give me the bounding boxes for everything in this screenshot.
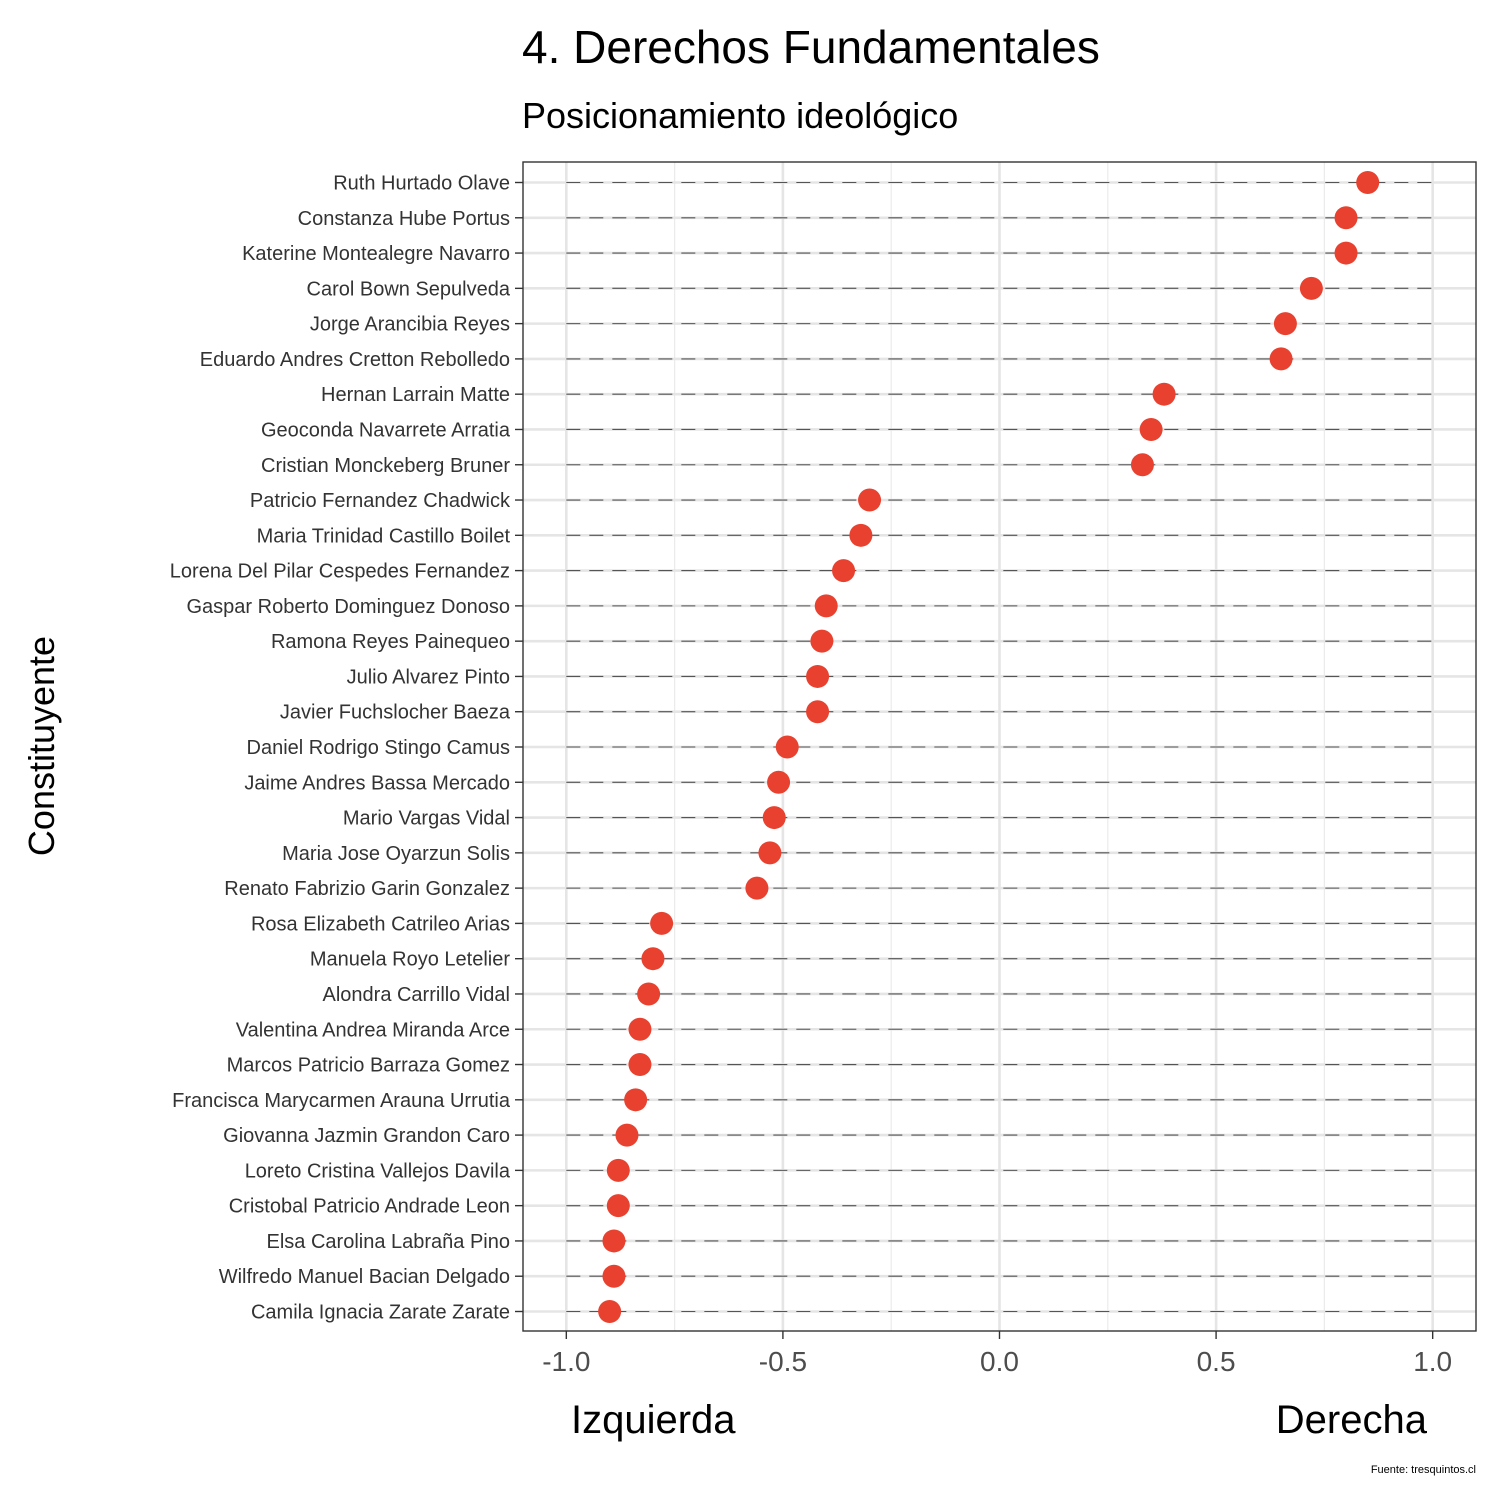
data-point	[758, 841, 782, 865]
source-caption: Fuente: tresquintos.cl	[1371, 1464, 1476, 1476]
data-point	[810, 629, 834, 653]
x-tick-label: 0.5	[1197, 1346, 1236, 1377]
data-point	[1334, 241, 1358, 265]
y-tick-label: Valentina Andrea Miranda Arce	[236, 1019, 510, 1041]
data-point	[858, 488, 882, 512]
y-tick-label: Marcos Patricio Barraza Gomez	[227, 1055, 510, 1077]
y-tick-label: Jorge Arancibia Reyes	[310, 314, 510, 336]
data-point	[628, 1017, 652, 1041]
data-point	[1273, 312, 1297, 336]
data-point	[1334, 206, 1358, 230]
y-tick-label: Jaime Andres Bassa Mercado	[244, 772, 510, 794]
x-tick-label: -1.0	[542, 1346, 590, 1377]
data-point	[624, 1088, 648, 1112]
y-tick-label: Katerine Montealegre Navarro	[242, 243, 510, 265]
y-tick-label: Ruth Hurtado Olave	[333, 173, 510, 195]
y-tick-label: Geoconda Navarrete Arratia	[261, 419, 511, 441]
y-tick-label: Loreto Cristina Vallejos Davila	[245, 1160, 511, 1182]
panel	[522, 161, 1477, 1332]
data-point	[775, 735, 799, 759]
data-point	[650, 911, 674, 935]
y-tick-label: Camila Ignacia Zarate Zarate	[251, 1302, 510, 1324]
y-tick-label: Carol Bown Sepulveda	[307, 278, 511, 300]
data-point	[606, 1194, 630, 1218]
data-point	[1152, 382, 1176, 406]
data-point	[814, 594, 838, 618]
x-tick-label: -0.5	[759, 1346, 807, 1377]
x-tick-label: 1.0	[1413, 1346, 1452, 1377]
y-tick-label: Hernan Larrain Matte	[321, 384, 510, 406]
chart-title: 4. Derechos Fundamentales	[522, 21, 1100, 73]
y-tick-label: Rosa Elizabeth Catrileo Arias	[251, 913, 510, 935]
x-axis: -1.0 -0.5 0.0 0.5 1.0	[542, 1331, 1452, 1377]
y-tick-label: Eduardo Andres Cretton Rebolledo	[200, 349, 510, 371]
y-tick-label: Cristian Monckeberg Bruner	[261, 455, 510, 477]
data-point	[806, 664, 830, 688]
y-tick-label: Elsa Carolina Labraña Pino	[267, 1231, 511, 1253]
x-label-right: Derecha	[1276, 1398, 1428, 1442]
y-tick-label: Francisca Marycarmen Arauna Urrutia	[172, 1090, 511, 1112]
y-tick-label: Mario Vargas Vidal	[343, 808, 510, 830]
data-point	[1299, 276, 1323, 300]
grid	[523, 162, 1476, 1331]
y-tick-label: Julio Alvarez Pinto	[347, 666, 510, 688]
data-point	[1269, 347, 1293, 371]
y-tick-label: Gaspar Roberto Dominguez Donoso	[186, 596, 510, 618]
data-point	[745, 876, 769, 900]
y-tick-label: Renato Fabrizio Garin Gonzalez	[224, 878, 510, 900]
y-tick-label: Ramona Reyes Painequeo	[271, 631, 510, 653]
data-point	[615, 1123, 639, 1147]
data-point	[602, 1229, 626, 1253]
data-point	[1139, 417, 1163, 441]
data-point	[598, 1300, 622, 1323]
data-point	[849, 523, 873, 547]
data-point	[762, 806, 786, 830]
x-label-left: Izquierda	[571, 1398, 736, 1442]
data-point	[641, 947, 665, 971]
data-points	[598, 171, 1380, 1323]
y-axis-title: Constituyente	[21, 636, 62, 856]
y-axis: Ruth Hurtado Olave Constanza Hube Portus K…	[170, 173, 523, 1324]
y-tick-label: Lorena Del Pilar Cespedes Fernandez	[170, 561, 510, 583]
y-tick-label: Wilfredo Manuel Bacian Delgado	[219, 1266, 510, 1288]
data-point	[637, 982, 661, 1006]
y-tick-label: Alondra Carrillo Vidal	[323, 984, 511, 1006]
y-tick-label: Cristobal Patricio Andrade Leon	[229, 1196, 510, 1218]
y-tick-label: Daniel Rodrigo Stingo Camus	[247, 737, 510, 759]
y-tick-label: Maria Jose Oyarzun Solis	[282, 843, 510, 865]
y-tick-label: Maria Trinidad Castillo Boilet	[257, 525, 511, 547]
data-point	[1130, 453, 1154, 477]
data-point	[606, 1158, 630, 1182]
y-tick-label: Constanza Hube Portus	[298, 208, 510, 230]
data-point	[832, 559, 856, 583]
y-tick-label: Manuela Royo Letelier	[310, 949, 510, 971]
data-point	[1356, 171, 1380, 194]
x-tick-label: 0.0	[980, 1346, 1019, 1377]
y-tick-label: Giovanna Jazmin Grandon Caro	[223, 1125, 510, 1147]
y-tick-label: Patricio Fernandez Chadwick	[250, 490, 511, 512]
data-point	[602, 1264, 626, 1288]
data-point	[806, 700, 830, 724]
chart-subtitle: Posicionamiento ideológico	[522, 95, 958, 136]
y-tick-label: Javier Fuchslocher Baeza	[280, 702, 511, 724]
data-point	[628, 1053, 652, 1077]
guide-lines	[566, 181, 1433, 1313]
data-point	[767, 770, 791, 794]
